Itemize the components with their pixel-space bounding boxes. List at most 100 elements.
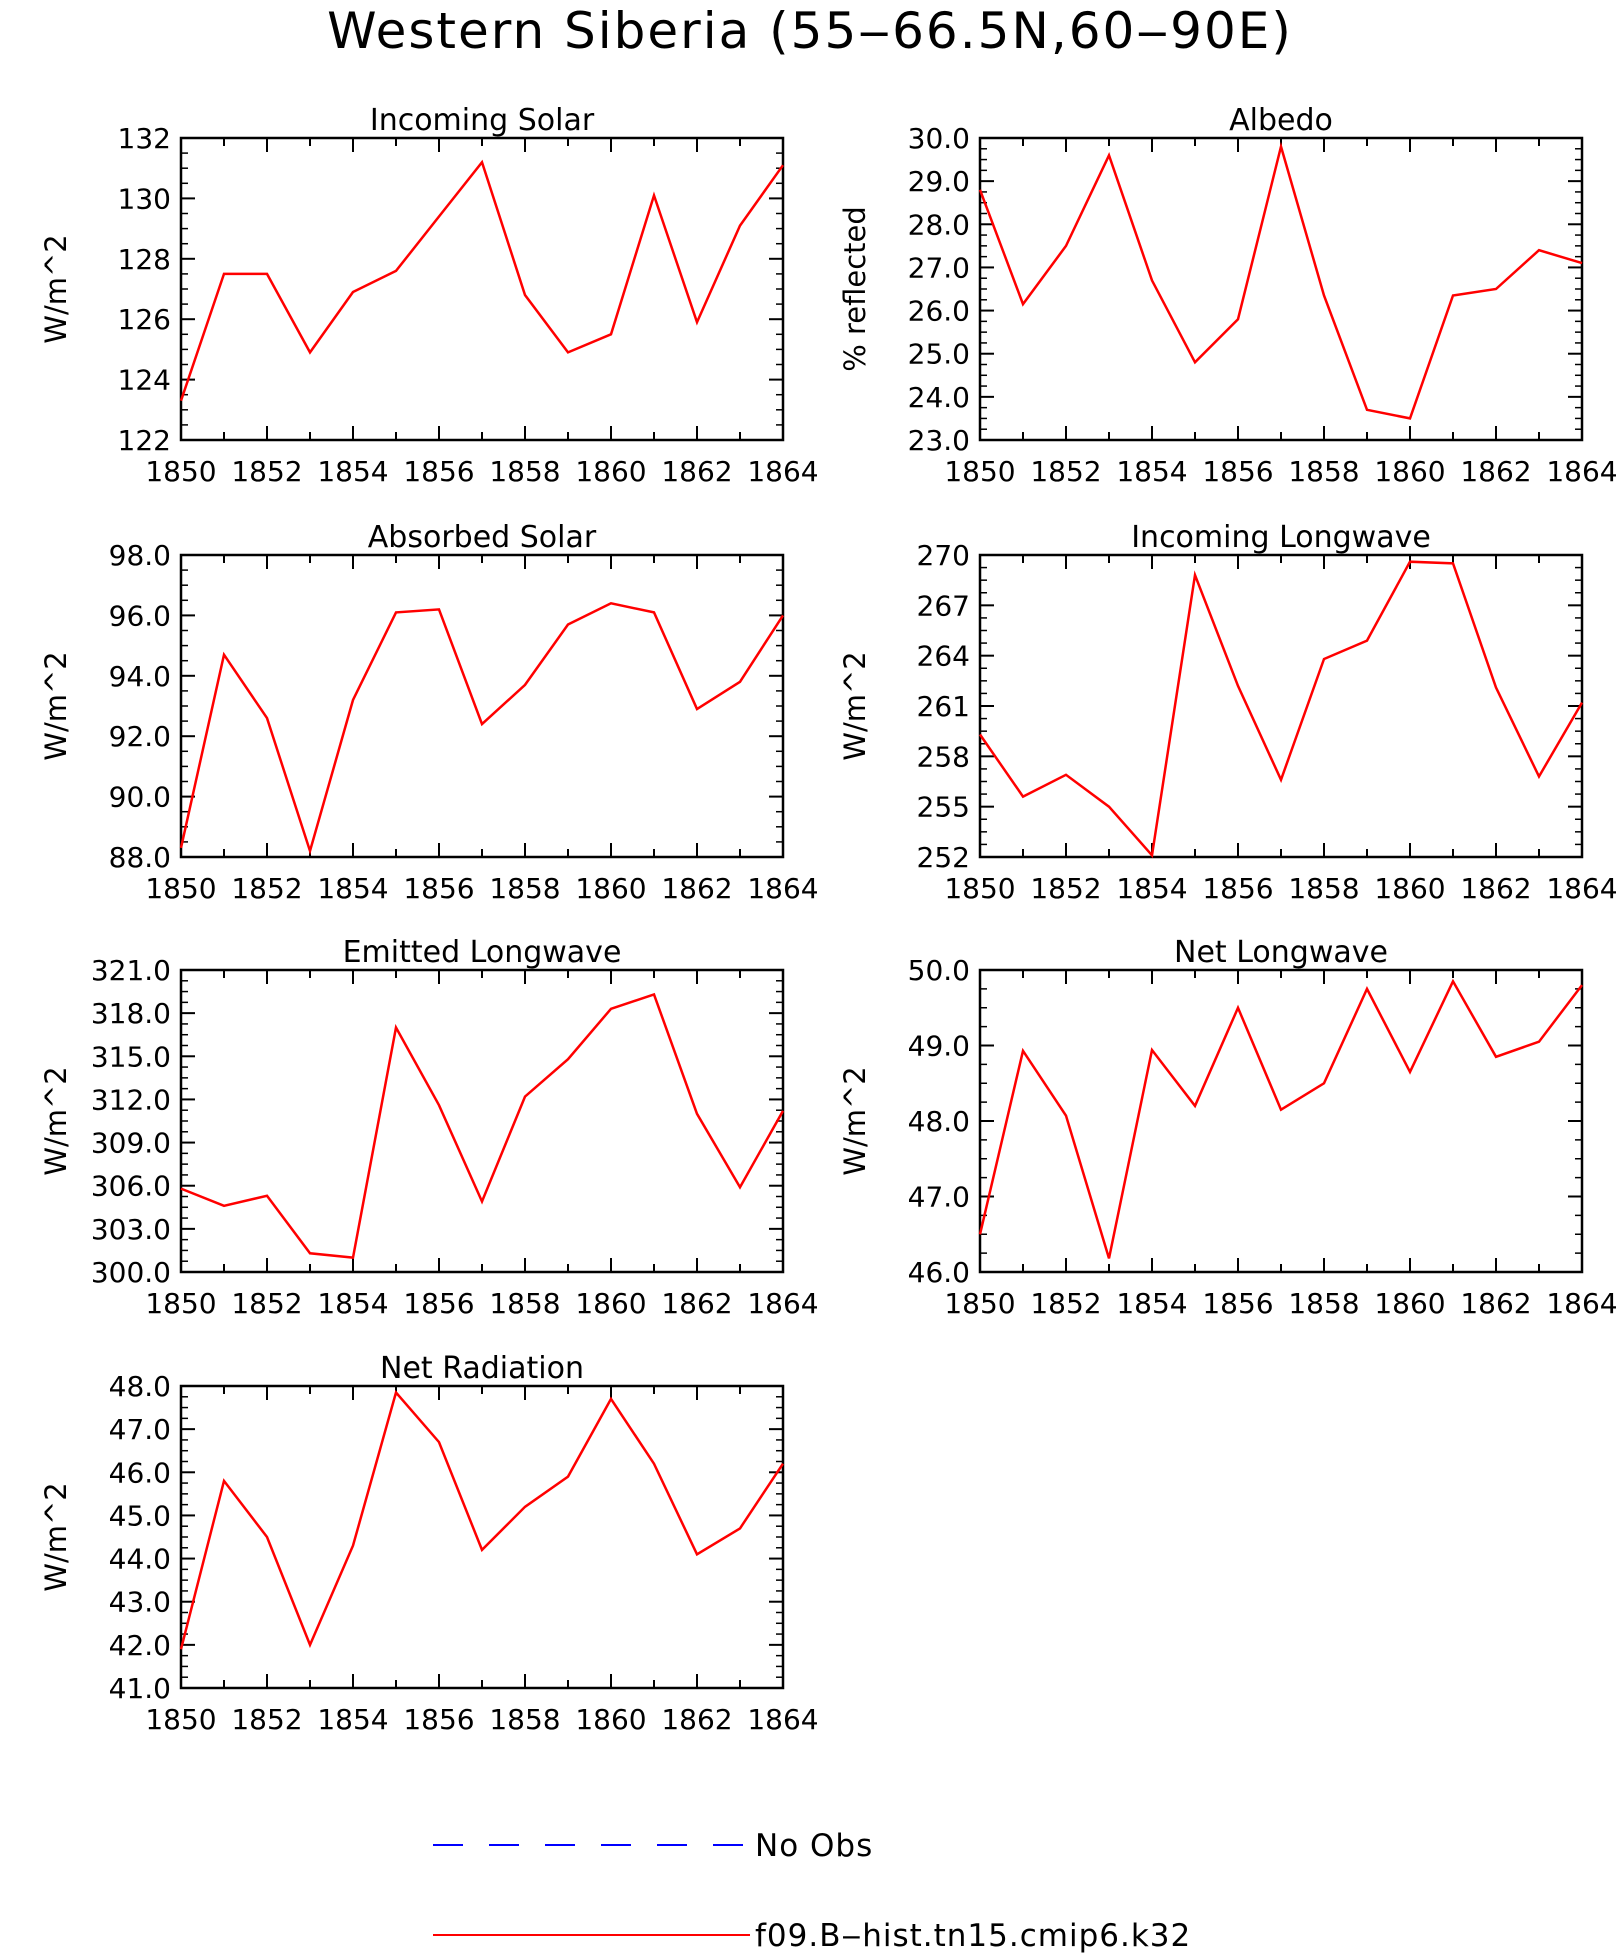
- panel-incoming-longwave-frame: [978, 553, 1584, 859]
- panel-incoming-longwave-ytick-label: 258: [917, 740, 970, 773]
- panel-albedo-title: Albedo: [1229, 103, 1333, 138]
- panel-incoming-longwave-xtick-label: 1850: [944, 872, 1015, 905]
- panel-emitted-longwave-xtick-label: 1864: [747, 1287, 818, 1320]
- panel-incoming-longwave-xtick-label: 1858: [1288, 872, 1359, 905]
- panel-emitted-longwave-xtick-label: 1856: [403, 1287, 474, 1320]
- panel-incoming-longwave-xtick-label: 1862: [1460, 872, 1531, 905]
- panel-emitted-longwave-ylabel: W/m^2: [39, 1066, 73, 1175]
- panel-absorbed-solar-ytick-label: 92.0: [109, 720, 171, 753]
- panel-net-radiation: Net Radiation 1850 1852 1854 1856 1858 1860 186…: [39, 1351, 819, 1736]
- panel-incoming-solar-xtick-label: 1852: [231, 455, 302, 488]
- panel-emitted-longwave-series-line: [180, 992, 785, 1259]
- panel-net-radiation-ytick-label: 43.0: [109, 1586, 171, 1619]
- panel-albedo-xtick-label: 1864: [1546, 455, 1617, 488]
- panel-net-longwave-ytick-label: 48.0: [908, 1105, 970, 1138]
- panel-incoming-solar-xtick-label: 1864: [747, 455, 818, 488]
- panel-incoming-solar-ytick-label: 122: [118, 424, 171, 457]
- panel-net-radiation-xtick-label: 1850: [145, 1703, 216, 1736]
- panel-net-radiation-title: Net Radiation: [380, 1351, 584, 1386]
- panel-albedo-ytick-label: 29.0: [908, 165, 970, 198]
- panel-incoming-solar-ytick-label: 124: [118, 364, 171, 397]
- panel-emitted-longwave-ytick-label: 309.0: [91, 1127, 171, 1160]
- panel-incoming-longwave-ytick-label: 270: [917, 539, 970, 572]
- panel-absorbed-solar-xtick-label: 1864: [747, 872, 818, 905]
- panel-net-longwave-series-line: [978, 978, 1583, 1259]
- panel-emitted-longwave-xtick-label: 1858: [489, 1287, 560, 1320]
- panel-incoming-solar-ylabel: W/m^2: [39, 234, 73, 343]
- panel-incoming-solar-xtick-label: 1858: [489, 455, 560, 488]
- panel-incoming-solar-xtick-label: 1856: [403, 455, 474, 488]
- panel-absorbed-solar-ytick-label: 90.0: [109, 781, 171, 814]
- panel-absorbed-solar-xtick-label: 1850: [145, 872, 216, 905]
- panel-incoming-solar-xtick-label: 1860: [575, 455, 646, 488]
- panel-net-longwave-ytick-label: 49.0: [908, 1030, 970, 1063]
- panel-net-radiation-ylabel: W/m^2: [39, 1482, 73, 1591]
- panel-albedo-ytick-label: 27.0: [908, 251, 970, 284]
- panel-emitted-longwave-xtick-label: 1854: [317, 1287, 388, 1320]
- panel-absorbed-solar-xtick-label: 1854: [317, 872, 388, 905]
- panel-incoming-solar-xtick-label: 1850: [145, 455, 216, 488]
- panel-net-longwave-xtick-label: 1852: [1030, 1287, 1101, 1320]
- panel-net-radiation-frame: [179, 1384, 785, 1690]
- panel-incoming-longwave-ytick-label: 261: [917, 690, 970, 723]
- panel-incoming-solar-xtick-label: 1862: [661, 455, 732, 488]
- panel-incoming-longwave-ytick-label: 255: [917, 791, 970, 824]
- panel-albedo-ytick-label: 23.0: [908, 424, 970, 457]
- panels: Incoming Solar 1850 1852 1854 1856 1858 1860 18…: [39, 103, 1618, 1736]
- panel-albedo-ytick-label: 24.0: [908, 381, 970, 414]
- panel-incoming-longwave-ylabel: W/m^2: [838, 651, 872, 760]
- panel-emitted-longwave-ytick-label: 321.0: [91, 954, 171, 987]
- panel-albedo-xtick-label: 1854: [1116, 455, 1187, 488]
- panel-net-longwave-xtick-label: 1862: [1460, 1287, 1531, 1320]
- panel-incoming-solar-ytick-label: 130: [118, 182, 171, 215]
- panel-albedo-ytick-label: 25.0: [908, 338, 970, 371]
- panel-net-longwave: Net Longwave 1850 1852 1854 1856 1858 1860 1862…: [838, 935, 1618, 1320]
- panel-albedo-xtick-label: 1860: [1374, 455, 1445, 488]
- panel-absorbed-solar-ytick-label: 96.0: [109, 599, 171, 632]
- panel-net-longwave-xtick-label: 1854: [1116, 1287, 1187, 1320]
- panel-absorbed-solar: Absorbed Solar 1850 1852 1854 1856 1858 1860 18…: [39, 520, 819, 905]
- panel-net-radiation-xtick-label: 1858: [489, 1703, 560, 1736]
- panel-net-radiation-ytick-label: 41.0: [109, 1672, 171, 1705]
- panel-net-longwave-xtick-label: 1856: [1202, 1287, 1273, 1320]
- panel-incoming-solar-frame: [179, 136, 785, 442]
- panel-incoming-longwave-xtick-label: 1864: [1546, 872, 1617, 905]
- panel-net-radiation-ytick-label: 44.0: [109, 1543, 171, 1576]
- panel-net-radiation-xtick-label: 1864: [747, 1703, 818, 1736]
- panel-emitted-longwave-xtick-label: 1852: [231, 1287, 302, 1320]
- panel-incoming-longwave-xtick-label: 1852: [1030, 872, 1101, 905]
- panel-net-radiation-ytick-label: 45.0: [109, 1499, 171, 1532]
- panel-net-longwave-xtick-label: 1860: [1374, 1287, 1445, 1320]
- panel-absorbed-solar-xtick-label: 1862: [661, 872, 732, 905]
- panel-incoming-longwave-xtick-label: 1854: [1116, 872, 1187, 905]
- panel-net-radiation-ytick-label: 48.0: [109, 1370, 171, 1403]
- panel-net-longwave-xtick-label: 1864: [1546, 1287, 1617, 1320]
- panel-albedo-xtick-label: 1852: [1030, 455, 1101, 488]
- panel-net-radiation-ytick-label: 46.0: [109, 1456, 171, 1489]
- panel-incoming-solar: Incoming Solar 1850 1852 1854 1856 1858 1860 18…: [39, 103, 819, 488]
- panel-absorbed-solar-series-line: [179, 601, 785, 856]
- panel-net-radiation-xtick-label: 1860: [575, 1703, 646, 1736]
- panel-incoming-solar-series-line: [179, 159, 785, 402]
- panel-incoming-longwave-ytick-label: 264: [917, 640, 970, 673]
- legend-item-no-obs: No Obs: [433, 1828, 872, 1864]
- panel-net-radiation-ytick-label: 47.0: [109, 1413, 171, 1446]
- panel-albedo-ytick-label: 30.0: [908, 122, 970, 155]
- panel-absorbed-solar-frame: [179, 553, 785, 859]
- panel-albedo-ytick-label: 28.0: [908, 208, 970, 241]
- panel-incoming-longwave-ytick-label: 267: [917, 589, 970, 622]
- panel-net-longwave-ytick-label: 47.0: [908, 1181, 970, 1214]
- panel-net-radiation-xtick-label: 1856: [403, 1703, 474, 1736]
- panel-albedo-xtick-label: 1858: [1288, 455, 1359, 488]
- legend-label: f09.B‒hist.tn15.cmip6.k32: [755, 1918, 1191, 1953]
- panel-albedo-ylabel: % reflected: [838, 206, 872, 372]
- panel-net-radiation-series-line: [179, 1389, 785, 1650]
- panel-incoming-longwave: Incoming Longwave 1850 1852 1854 1856 1858 186…: [838, 520, 1618, 905]
- panel-emitted-longwave-ytick-label: 312.0: [91, 1083, 171, 1116]
- panel-incoming-longwave-xtick-label: 1860: [1374, 872, 1445, 905]
- panel-emitted-longwave: Emitted Longwave 1850 1852 1854 1856 1858 1860…: [39, 935, 819, 1320]
- panel-albedo-xtick-label: 1862: [1460, 455, 1531, 488]
- panel-net-radiation-xtick-label: 1854: [317, 1703, 388, 1736]
- panel-absorbed-solar-xtick-label: 1852: [231, 872, 302, 905]
